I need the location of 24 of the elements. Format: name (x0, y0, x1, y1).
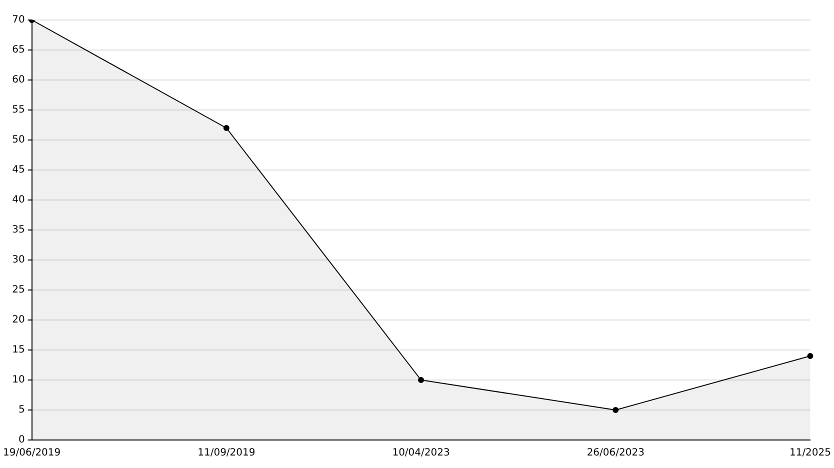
y-tick-label: 25 (12, 284, 25, 296)
y-tick-label: 0 (18, 434, 25, 446)
x-tick-label: 11/2025 (789, 448, 831, 459)
y-tick-label: 35 (12, 224, 25, 236)
y-tick-label: 40 (12, 194, 25, 206)
y-tick-label: 70 (12, 14, 25, 26)
point (807, 353, 814, 359)
x-tick-label: 10/04/2023 (392, 448, 450, 459)
y-tick-label: 45 (12, 164, 25, 176)
point (223, 125, 230, 131)
y-tick-label: 15 (12, 344, 25, 356)
y-tick-label: 5 (18, 404, 25, 416)
y-tick-label: 10 (12, 374, 25, 386)
y-tick-label: 30 (12, 254, 25, 266)
x-tick-label: 26/06/2023 (586, 448, 644, 459)
point (418, 377, 424, 383)
x-tick-label: 11/09/2019 (198, 448, 256, 459)
y-tick-label: 20 (12, 314, 25, 326)
point (612, 407, 619, 413)
x-tick-label: 19/06/2019 (3, 448, 61, 459)
y-tick-label: 65 (12, 44, 25, 56)
y-tick-label: 60 (12, 74, 25, 86)
y-tick-label: 50 (12, 134, 25, 146)
y-tick-label: 55 (12, 104, 25, 116)
